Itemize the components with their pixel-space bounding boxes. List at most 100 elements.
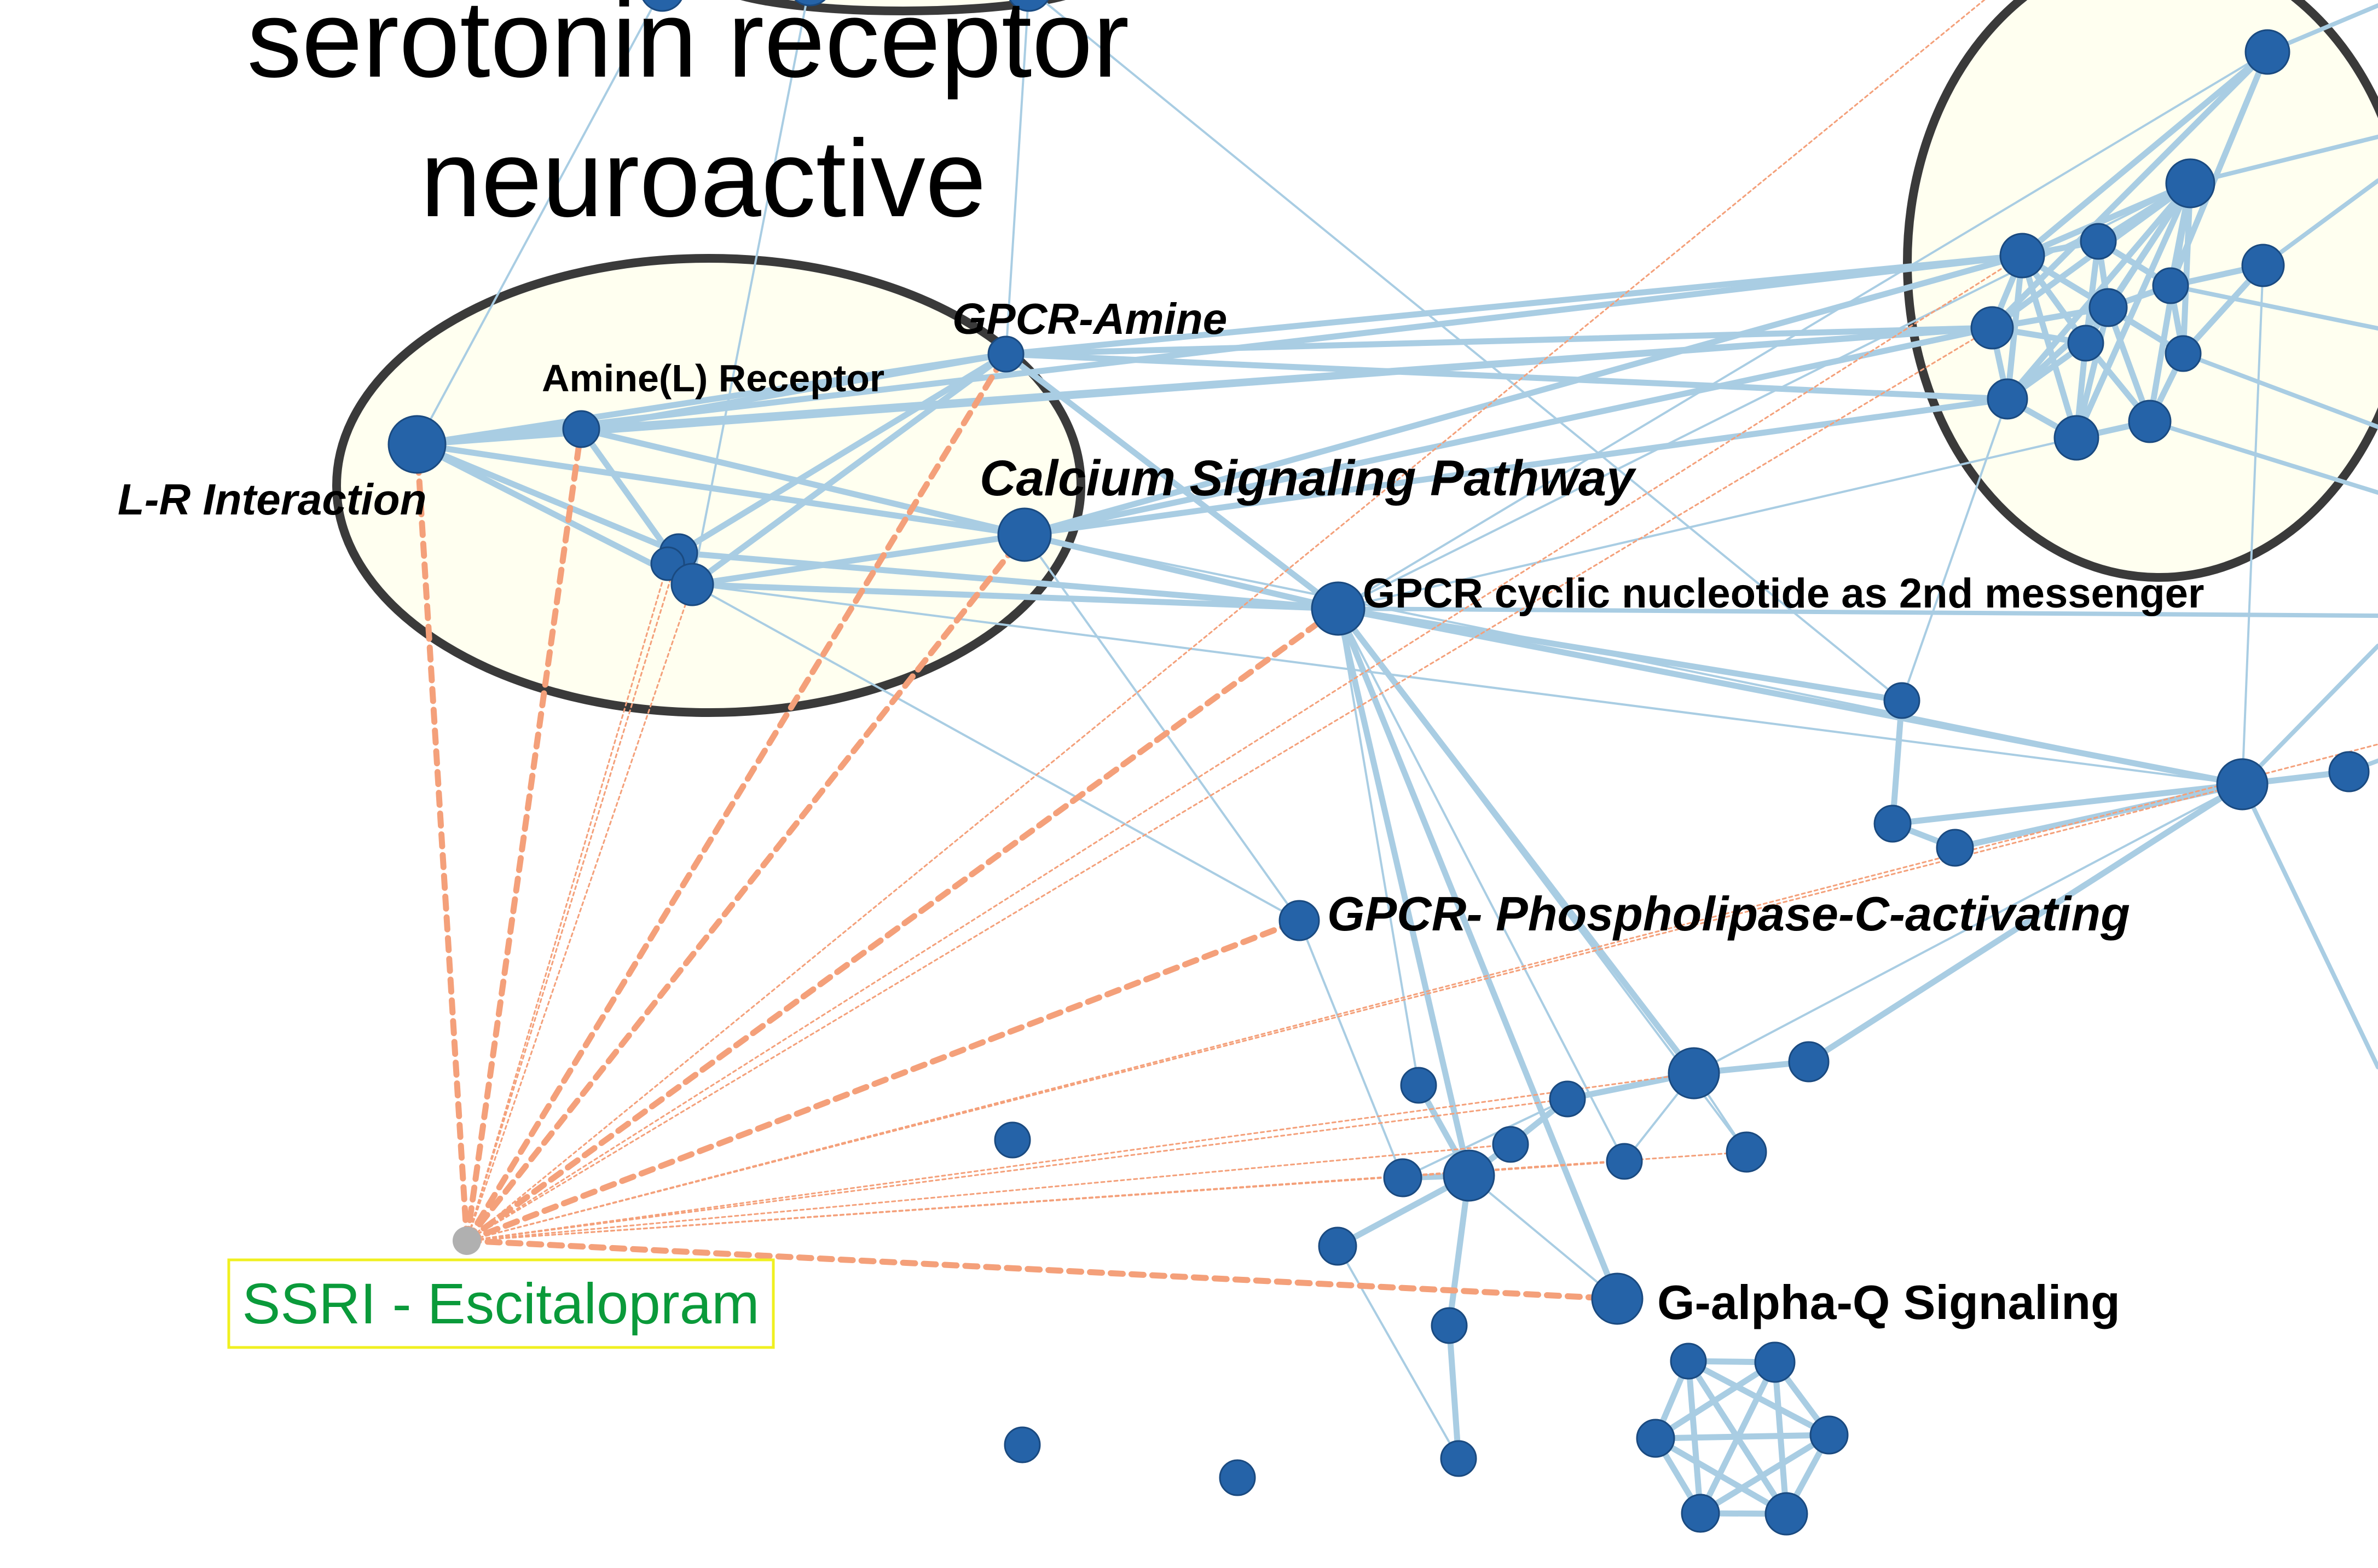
node-top-c: [1009, 0, 1049, 12]
pathway-edge: [1468, 1174, 1618, 1300]
pathway-edge: [2261, 178, 2378, 268]
pathway-edge: [1335, 605, 1472, 1179]
drug-edge: [466, 1151, 1748, 1242]
node-c9: [1606, 1143, 1643, 1180]
drug-edge: [466, 583, 693, 1242]
pathway-edge: [691, 583, 1300, 922]
drug-edge: [464, 531, 1028, 1244]
node-r6: [2152, 267, 2189, 304]
pathway-edge: [2019, 49, 2271, 259]
drug-edge: [414, 441, 470, 1244]
pathway-edge: [1952, 781, 2246, 851]
pathway-edge: [2188, 135, 2378, 186]
node-c3: [1668, 1047, 1720, 1100]
label-gpcr-amine: GPCR-Amine: [952, 294, 1227, 343]
drug-edge: [464, 605, 1341, 1244]
node-h1: [1670, 1343, 1707, 1380]
node-c6: [1492, 1126, 1529, 1163]
node-cal: [997, 507, 1052, 562]
pathway-edge: [1693, 783, 2243, 1074]
node-gamine: [987, 335, 1025, 373]
node-gq: [1591, 1272, 1644, 1325]
node-b1: [1431, 1307, 1468, 1344]
pathway-edges: [414, 0, 2378, 1517]
node-r5: [2080, 223, 2117, 260]
pathway-edge: [1402, 1098, 1569, 1179]
pathway-edge: [675, 351, 1009, 556]
pathway-edge: [1337, 182, 2191, 610]
cluster-title-line-2: neuroactive: [420, 118, 986, 240]
drug-edge: [464, 426, 585, 1244]
pathway-edge: [689, 531, 1028, 588]
node-top-b: [794, 0, 826, 7]
drug-label-box: [227, 1258, 775, 1349]
pathway-edge: [1023, 534, 2243, 785]
node-r3: [2241, 244, 2285, 287]
pathway-edge: [1337, 607, 1420, 1086]
pathway-edge: [1652, 1432, 1832, 1442]
pathway-edge: [691, 0, 808, 586]
label-gpcr-plc: GPCR- Phospholipase-C-activating: [1327, 887, 2130, 941]
pathway-edge: [1446, 1322, 1462, 1462]
cluster-title-line-1: serotonin receptor: [247, 0, 1129, 100]
nodes: [387, 0, 2370, 1536]
pathway-edge: [1889, 697, 1905, 827]
node-r10: [2165, 335, 2202, 372]
node-n1: [1883, 682, 1920, 719]
node-n4: [2216, 758, 2269, 811]
pathway-edge: [2004, 252, 2026, 402]
drug-edge: [466, 1072, 1695, 1242]
pathway-edge: [414, 441, 696, 588]
drug-edge: [466, 327, 1993, 1242]
node-lr: [387, 415, 447, 474]
node-h6: [1764, 1492, 1808, 1536]
node-c4: [1788, 1041, 1830, 1083]
drug-edge: [464, 917, 1303, 1244]
pathway-edge: [1336, 606, 2378, 618]
pathway-edge: [691, 583, 2243, 785]
pathway-edge: [1021, 252, 2026, 538]
node-c2: [1549, 1080, 1586, 1118]
pathway-edge: [416, 0, 658, 445]
drug-edge: [466, 1098, 1569, 1242]
pathway-edge: [1889, 781, 2246, 827]
pathway-edge: [1901, 398, 2009, 702]
node-r7: [2088, 288, 2128, 327]
node-r11: [1987, 378, 2028, 420]
node-r1: [2244, 29, 2290, 75]
pathway-edge: [1040, 0, 1903, 702]
drug-node: [453, 1226, 481, 1255]
node-c8: [1443, 1149, 1495, 1202]
node-c11: [1318, 1226, 1357, 1266]
pathway-edge: [2240, 782, 2378, 1069]
node-h5: [1681, 1494, 1720, 1533]
pathway-edge: [1337, 607, 1625, 1162]
pathway-edge: [1023, 534, 1300, 922]
node-r9: [2067, 325, 2104, 362]
pathway-edge: [1335, 605, 2246, 788]
pathway-edge: [1003, 252, 2026, 357]
node-plc: [1278, 900, 1320, 941]
pathway-edge: [1021, 531, 1341, 612]
drug-label: SSRI - Escitalopram: [242, 1272, 759, 1336]
pathway-edge: [578, 325, 1995, 432]
node-cyc: [1311, 581, 1366, 636]
pathway-edge: [414, 441, 1028, 538]
node-h3: [1636, 1419, 1675, 1458]
drug-edge: [464, 1237, 1621, 1302]
pathway-edge: [2180, 180, 2194, 357]
node-r2: [2165, 158, 2215, 209]
label-gpcr-cyclic: GPCR cyclic nucleotide as 2nd messenger: [1363, 570, 2204, 617]
label-galpha-q: G-alpha-Q Signaling: [1657, 1275, 2120, 1329]
drug-edge: [466, 1143, 1512, 1242]
node-top-a: [642, 0, 682, 12]
pathway-edge: [578, 351, 1009, 432]
drug-edge: [466, 254, 2023, 1242]
pathway-edge: [1806, 781, 2246, 1065]
pathway-edge: [414, 441, 682, 556]
drug-edge: [466, 783, 2243, 1242]
pathway-edge: [1652, 1435, 1790, 1517]
cluster-ellipse-top: [740, 0, 1066, 15]
node-c1: [1400, 1067, 1437, 1104]
